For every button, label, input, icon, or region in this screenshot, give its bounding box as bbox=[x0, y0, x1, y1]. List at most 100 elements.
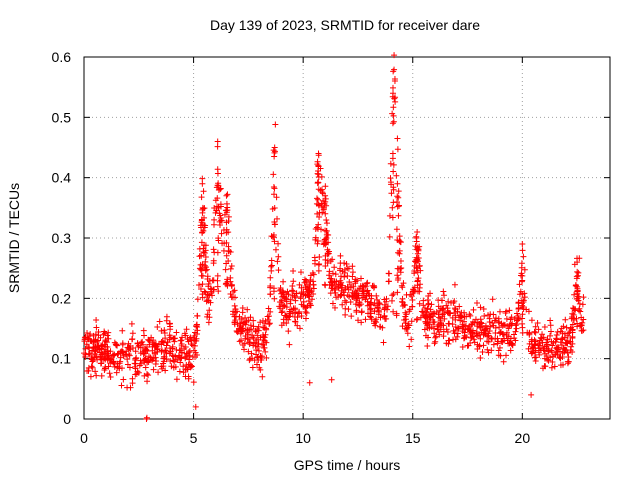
data-point bbox=[92, 343, 99, 350]
data-point bbox=[185, 361, 192, 368]
data-point bbox=[303, 309, 310, 316]
data-point bbox=[90, 332, 97, 339]
data-point bbox=[325, 250, 332, 257]
data-point bbox=[481, 313, 488, 320]
data-point bbox=[119, 340, 126, 347]
data-point bbox=[270, 171, 277, 178]
data-point bbox=[268, 257, 275, 264]
data-point bbox=[366, 292, 373, 299]
data-point bbox=[148, 334, 155, 341]
data-point bbox=[141, 359, 148, 366]
data-point bbox=[389, 110, 396, 117]
data-point bbox=[206, 314, 213, 321]
x-tick-label: 15 bbox=[405, 430, 421, 446]
data-point bbox=[388, 297, 395, 304]
data-point bbox=[183, 326, 190, 333]
data-point bbox=[297, 269, 304, 276]
data-point bbox=[574, 259, 581, 266]
data-point bbox=[200, 188, 207, 195]
data-point bbox=[385, 270, 392, 277]
data-point bbox=[337, 267, 344, 274]
data-point bbox=[332, 271, 339, 278]
data-point bbox=[404, 330, 411, 337]
data-point bbox=[290, 305, 297, 312]
data-point bbox=[298, 284, 305, 291]
data-point bbox=[341, 273, 348, 280]
data-point bbox=[297, 294, 304, 301]
data-point bbox=[247, 322, 254, 329]
data-point bbox=[414, 228, 421, 235]
data-point bbox=[441, 292, 448, 299]
data-point bbox=[199, 209, 206, 216]
data-point bbox=[391, 66, 398, 73]
data-point bbox=[394, 272, 401, 279]
data-point bbox=[161, 327, 168, 334]
data-point bbox=[216, 210, 223, 217]
data-point bbox=[529, 343, 536, 350]
data-point bbox=[241, 346, 248, 353]
data-point bbox=[507, 347, 514, 354]
data-point bbox=[237, 325, 244, 332]
data-point bbox=[117, 354, 124, 361]
data-point bbox=[421, 326, 428, 333]
data-point bbox=[176, 347, 183, 354]
data-point bbox=[132, 356, 139, 363]
data-point bbox=[244, 327, 251, 334]
data-point bbox=[203, 266, 210, 273]
data-point bbox=[498, 328, 505, 335]
data-point bbox=[353, 290, 360, 297]
data-point bbox=[314, 240, 321, 247]
data-point bbox=[143, 414, 150, 421]
data-point bbox=[558, 325, 565, 332]
data-point bbox=[322, 263, 329, 270]
data-point bbox=[145, 372, 152, 379]
data-point bbox=[357, 275, 364, 282]
data-point bbox=[344, 292, 351, 299]
data-point bbox=[393, 310, 400, 317]
data-point bbox=[186, 335, 193, 342]
data-point bbox=[564, 332, 571, 339]
data-point bbox=[539, 331, 546, 338]
data-point bbox=[315, 221, 322, 228]
data-point bbox=[307, 278, 314, 285]
data-point bbox=[197, 222, 204, 229]
data-point bbox=[540, 365, 547, 372]
data-point bbox=[389, 214, 396, 221]
data-point bbox=[106, 370, 113, 377]
data-point bbox=[423, 309, 430, 316]
data-point bbox=[390, 161, 397, 168]
data-point bbox=[211, 221, 218, 228]
data-point bbox=[318, 186, 325, 193]
data-point bbox=[496, 344, 503, 351]
y-tick-label: 0 bbox=[63, 411, 71, 427]
x-axis-label: GPS time / hours bbox=[293, 457, 401, 473]
data-point bbox=[126, 345, 133, 352]
data-point bbox=[210, 246, 217, 253]
data-point bbox=[202, 264, 209, 271]
data-point bbox=[84, 367, 91, 374]
data-point bbox=[132, 371, 139, 378]
data-point bbox=[337, 292, 344, 299]
data-point bbox=[105, 329, 112, 336]
data-point bbox=[162, 347, 169, 354]
data-point bbox=[414, 288, 421, 295]
data-point bbox=[389, 150, 396, 157]
data-point bbox=[294, 322, 301, 329]
data-point bbox=[214, 138, 221, 145]
data-point bbox=[236, 320, 243, 327]
data-point bbox=[245, 348, 252, 355]
data-point bbox=[395, 203, 402, 210]
data-point bbox=[90, 357, 97, 364]
data-point bbox=[356, 302, 363, 309]
data-point bbox=[532, 329, 539, 336]
data-point bbox=[154, 324, 161, 331]
data-point bbox=[199, 175, 206, 182]
data-point bbox=[227, 265, 234, 272]
data-point bbox=[332, 290, 339, 297]
data-point bbox=[473, 300, 480, 307]
data-point bbox=[384, 303, 391, 310]
data-point bbox=[140, 350, 147, 357]
data-point bbox=[414, 244, 421, 251]
data-point bbox=[173, 376, 180, 383]
data-point bbox=[519, 303, 526, 310]
